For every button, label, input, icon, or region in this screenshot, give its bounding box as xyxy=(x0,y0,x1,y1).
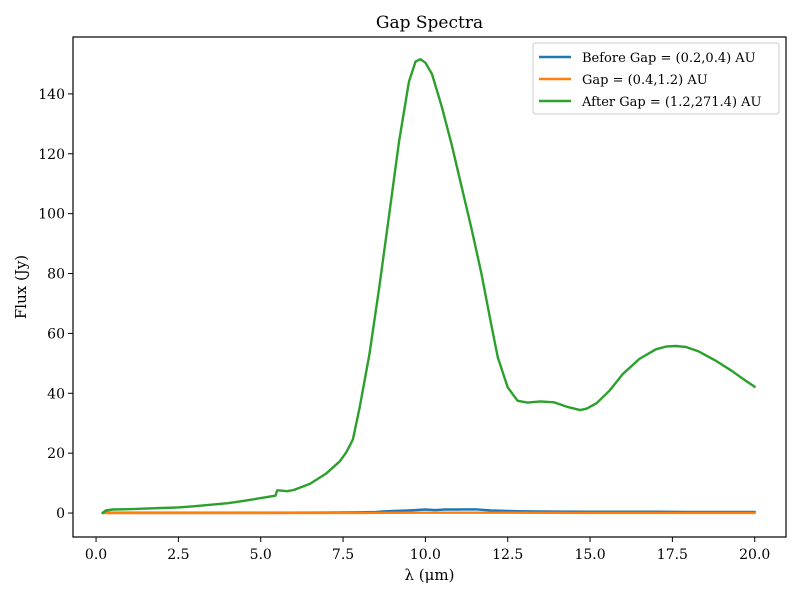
legend-label-2: After Gap = (1.2,271.4) AU xyxy=(581,95,762,110)
y-tick-label: 40 xyxy=(47,386,65,402)
y-tick-label: 60 xyxy=(47,326,65,342)
legend-box xyxy=(532,42,780,115)
legend-label-1: Gap = (0.4,1.2) AU xyxy=(582,73,708,88)
x-tick-label: 0.0 xyxy=(85,547,107,563)
x-tick-label: 20.0 xyxy=(739,547,770,563)
y-tick-label: 100 xyxy=(38,207,65,223)
x-tick-label: 5.0 xyxy=(250,547,272,563)
legend: Before Gap = (0.2,0.4) AU Gap = (0.4,1.2)… xyxy=(532,42,780,115)
x-tick-label: 15.0 xyxy=(574,547,605,563)
x-tick-label: 17.5 xyxy=(657,547,688,563)
y-axis-label: Flux (Jy) xyxy=(12,255,30,319)
y-axis: 0 20 40 60 80 100 120 140 xyxy=(38,87,73,522)
x-axis: 0.0 2.5 5.0 7.5 10.0 12.5 15.0 17.5 20.0 xyxy=(85,537,770,563)
x-tick-label: 12.5 xyxy=(492,547,523,563)
plot-lines xyxy=(101,58,756,515)
y-tick-label: 80 xyxy=(47,267,65,283)
legend-label-0: Before Gap = (0.2,0.4) AU xyxy=(582,51,756,66)
x-axis-label: λ (μm) xyxy=(405,566,455,584)
plot-frame xyxy=(72,36,787,538)
chart-title: Gap Spectra xyxy=(376,13,483,33)
series-line-2 xyxy=(101,58,756,515)
y-tick-label: 0 xyxy=(56,506,65,522)
x-tick-label: 2.5 xyxy=(167,547,189,563)
x-tick-label: 7.5 xyxy=(332,547,354,563)
x-tick-label: 10.0 xyxy=(410,547,441,563)
y-tick-label: 120 xyxy=(38,147,65,163)
y-tick-label: 20 xyxy=(47,446,65,462)
y-tick-label: 140 xyxy=(38,87,65,103)
